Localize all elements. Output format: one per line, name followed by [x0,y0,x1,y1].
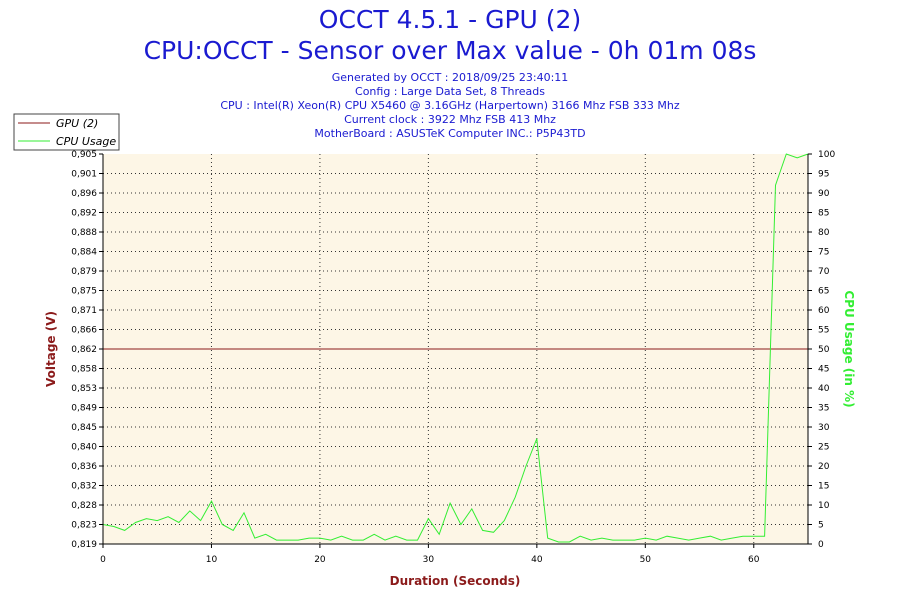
grid-lines [103,154,808,544]
y-left-tick-label: 0,905 [71,150,97,160]
x-tick-label: 20 [314,555,326,565]
y-right-tick-label: 30 [818,423,830,433]
y-left-tick-label: 0,901 [71,170,97,180]
y-left-tick-label: 0,853 [71,384,97,394]
series-line-cpu-usage [102,153,809,543]
y-left-tick-label: 0,875 [71,287,97,297]
x-tick-label: 60 [748,555,760,565]
y-left-tick-label: 0,866 [71,326,97,336]
x-tick-label: 0 [100,555,106,565]
y-right-tick-label: 85 [818,209,829,219]
y-left-tick-label: 0,832 [71,482,97,492]
y-left-tick-label: 0,892 [71,209,97,219]
y-right-tick-label: 80 [818,228,830,238]
y-right-tick-label: 10 [818,501,830,511]
y-right-tick-label: 60 [818,306,830,316]
y-right-tick-label: 0 [818,540,824,550]
legend-label-gpu: GPU (2) [56,117,98,130]
y-right-tick-label: 75 [818,248,829,258]
y-left-tick-label: 0,823 [71,521,97,531]
y-right-tick-label: 95 [818,170,829,180]
y-right-axis-label: CPU Usage (in %) [842,290,856,407]
axis-ticks: 0,905 0,901 0,896 0,892 0,888 0,884 0,879 0,875… [71,150,835,565]
y-left-tick-label: 0,888 [71,228,97,238]
y-right-tick-label: 100 [818,150,835,160]
series-lines [102,153,809,543]
y-right-tick-label: 35 [818,404,829,414]
y-left-tick-label: 0,879 [71,267,97,277]
y-left-tick-label: 0,884 [71,248,97,258]
legend-label-cpu-usage: CPU Usage [56,135,116,148]
y-left-tick-label: 0,840 [71,443,97,453]
y-left-tick-label: 0,845 [71,423,97,433]
y-right-tick-label: 15 [818,482,829,492]
y-right-tick-label: 70 [818,267,830,277]
y-right-tick-label: 50 [818,345,830,355]
info-cpu: CPU : Intel(R) Xeon(R) CPU X5460 @ 3.16G… [220,99,680,112]
info-config: Config : Large Data Set, 8 Threads [355,85,545,98]
y-left-tick-label: 0,858 [71,365,97,375]
info-motherboard: MotherBoard : ASUSTeK Computer INC.: P5P… [314,127,586,140]
x-tick-label: 10 [206,555,218,565]
y-left-tick-label: 0,896 [71,189,97,199]
y-right-tick-label: 55 [818,326,829,336]
y-right-tick-label: 65 [818,287,829,297]
chart-subtitle: CPU:OCCT - Sensor over Max value - 0h 01… [143,36,757,65]
x-tick-label: 40 [531,555,543,565]
y-left-tick-label: 0,828 [71,501,97,511]
y-left-tick-label: 0,871 [71,306,97,316]
legend: GPU (2) CPU Usage [13,113,120,151]
y-right-tick-label: 20 [818,462,830,472]
y-left-tick-label: 0,819 [71,540,97,550]
y-left-tick-label: 0,849 [71,404,97,414]
chart-title: OCCT 4.5.1 - GPU (2) [318,5,582,34]
y-right-tick-label: 45 [818,365,829,375]
info-clock: Current clock : 3922 Mhz FSB 413 Mhz [344,113,556,126]
legend-box [13,113,120,151]
y-left-tick-label: 0,862 [71,345,97,355]
y-right-tick-label: 90 [818,189,830,199]
x-tick-label: 30 [423,555,435,565]
x-axis-label: Duration (Seconds) [390,574,521,588]
info-generated: Generated by OCCT : 2018/09/25 23:40:11 [331,71,569,84]
x-tick-label: 50 [640,555,652,565]
y-right-tick-label: 25 [818,443,829,453]
y-right-tick-label: 5 [818,521,824,531]
y-left-tick-label: 0,836 [71,462,97,472]
y-right-tick-label: 40 [818,384,830,394]
y-left-axis-label: Voltage (V) [44,311,58,387]
